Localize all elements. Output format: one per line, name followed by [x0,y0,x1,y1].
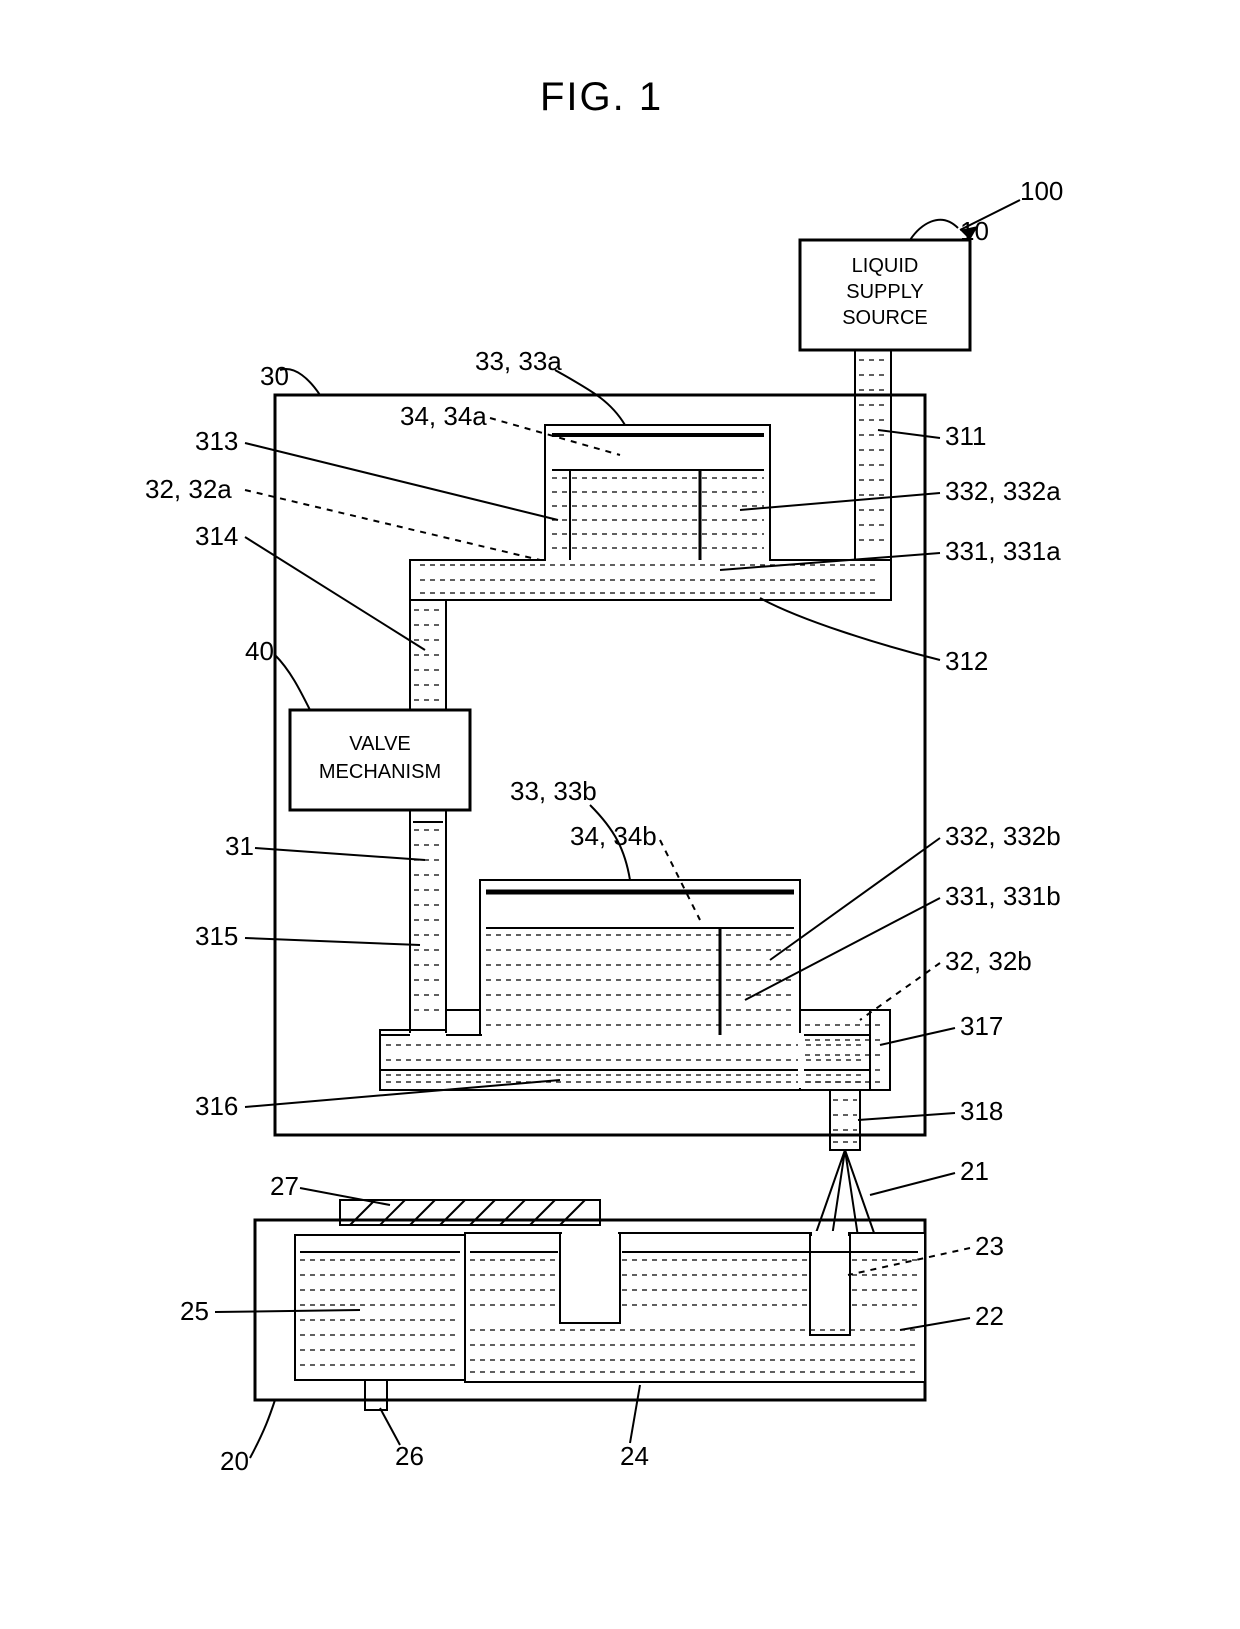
liquid-25 [300,1260,460,1365]
valve-l2: MECHANISM [319,761,441,783]
leader-316 [245,1080,560,1107]
valve-box [290,710,470,810]
label-25: 25 [180,1296,209,1326]
leader-311 [878,430,940,438]
label-318: 318 [960,1096,1003,1126]
leader-26 [380,1408,400,1445]
leader-317 [880,1028,955,1045]
label-23: 23 [975,1231,1004,1261]
leader-32b [860,963,940,1020]
erase3 [798,1033,804,1088]
liquid-supply-l3: SOURCE [842,307,928,329]
chamber-33a-outer [410,425,891,600]
leader-24 [630,1385,640,1443]
label-315: 315 [195,921,238,951]
channel-318 [830,1090,860,1150]
valve-l1: VALVE [349,733,411,755]
erase4 [562,1231,618,1235]
label-34b: 34, 34b [570,821,657,851]
label-33a: 33, 33a [475,346,562,376]
leader-27 [300,1188,390,1205]
tank-25 [295,1235,465,1380]
label-10: 10 [960,216,989,246]
label-316: 316 [195,1091,238,1121]
channel-311 [855,350,891,560]
leader-318 [858,1113,955,1120]
label-30: 30 [260,361,289,391]
label-317: 317 [960,1011,1003,1041]
label-32b: 32, 32b [945,946,1032,976]
label-314: 314 [195,521,238,551]
liquid-315 [414,830,442,1010]
liquid-supply-l2: SUPPLY [846,281,923,303]
erase5 [812,1231,848,1237]
label-100: 100 [1020,176,1063,206]
liquid-33a [420,478,880,593]
channel-315 [410,810,446,1035]
liquid-33b [386,935,864,1082]
label-32a: 32, 32a [145,474,232,504]
box-317 [800,1010,890,1090]
leader-313 [245,443,558,520]
leader-331a [720,553,940,570]
leader-40 [275,655,310,710]
label-331b: 331, 331b [945,881,1061,911]
liquid-311 [859,360,887,540]
label-33b: 33, 33b [510,776,597,806]
leader-312 [760,598,940,660]
erase1 [482,1033,798,1037]
leader-10 [910,220,958,240]
label-22: 22 [975,1301,1004,1331]
label-331a: 331, 331a [945,536,1061,566]
label-311: 311 [945,421,986,451]
leader-314 [245,537,425,650]
outlet-26 [365,1380,387,1410]
leader-32a [245,490,540,560]
leader-31 [255,848,425,860]
chamber-33b-outer [380,880,870,1070]
label-332a: 332, 332a [945,476,1061,506]
leader-20 [250,1400,275,1458]
label-27: 27 [270,1171,299,1201]
leader-21 [870,1173,955,1195]
label-40: 40 [245,636,274,666]
leader-25 [215,1310,360,1312]
label-24: 24 [620,1441,649,1471]
ch33b-rect [480,880,800,1035]
erase2 [408,1033,448,1037]
liquid-supply-l1: LIQUID [852,255,919,277]
label-26: 26 [395,1441,424,1471]
label-313: 313 [195,426,238,456]
figure-title: FIG. 1 [540,75,663,119]
label-20: 20 [220,1446,249,1476]
label-332b: 332, 332b [945,821,1061,851]
leader-33a [555,370,625,425]
pillar-24 [560,1233,620,1323]
label-21: 21 [960,1156,989,1186]
label-34a: 34, 34a [400,401,487,431]
liquid-317 [805,1025,885,1082]
leader-315 [245,938,420,945]
label-312: 312 [945,646,988,676]
label-31: 31 [225,831,254,861]
liquid-314 [414,610,442,700]
